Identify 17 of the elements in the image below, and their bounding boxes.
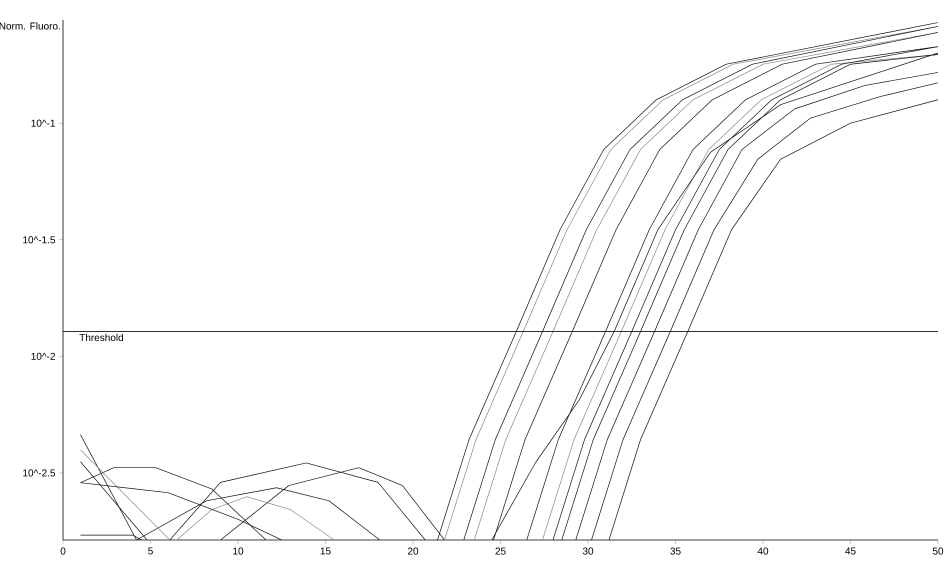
y-axis-title: Norm. Fluoro.: [0, 22, 60, 30]
x-tick-label: 50: [932, 548, 944, 555]
ref-line-label: Threshold: [79, 334, 124, 342]
x-tick-label: 10: [233, 548, 244, 555]
x-tick-label: 15: [320, 548, 331, 554]
y-tick-label: 10^-2: [32, 352, 55, 360]
x-tick-label: 0: [60, 548, 66, 555]
x-tick-label: 40: [758, 548, 768, 555]
y-tick-label: 10^-2.5: [23, 469, 56, 476]
y-tick-label: 10^-1: [32, 120, 55, 127]
x-tick-label: 45: [845, 548, 856, 554]
x-tick-label: 30: [582, 548, 594, 555]
x-tick-label: 5: [148, 548, 153, 554]
x-tick-label: 20: [408, 548, 418, 555]
x-tick-label: 35: [670, 548, 681, 555]
y-tick-label: 10^-1.5: [23, 236, 56, 244]
x-tick-label: 25: [495, 548, 506, 555]
